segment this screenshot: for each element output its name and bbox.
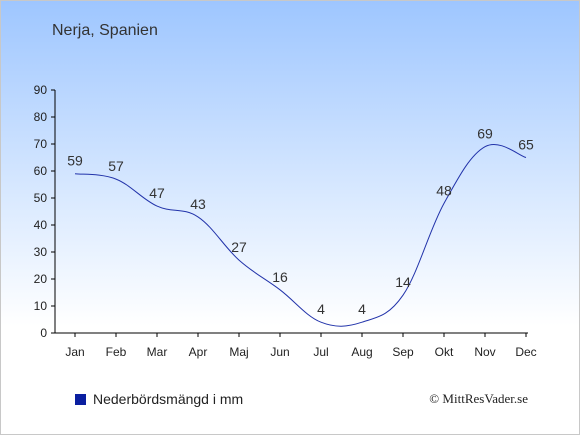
y-tick-label: 60 [34,164,48,178]
data-label: 47 [149,185,165,201]
data-label: 48 [436,182,452,198]
y-tick-label: 20 [34,272,48,286]
x-tick-label: Dec [515,345,536,359]
data-label: 4 [317,301,325,317]
y-tick-label: 30 [34,245,48,259]
x-tick-label: Okt [435,345,454,359]
data-label: 59 [67,153,83,169]
data-label: 4 [358,301,366,317]
x-tick-label: Aug [351,345,372,359]
y-tick-label: 0 [40,326,47,340]
data-label: 43 [190,196,206,212]
data-label: 57 [108,158,124,174]
x-tick-label: Jan [65,345,84,359]
data-label: 27 [231,239,247,255]
x-tick-label: Sep [392,345,414,359]
data-label: 16 [272,269,288,285]
copyright: © MittResVader.se [429,391,528,406]
x-tick-label: Maj [229,345,248,359]
series-line [74,144,527,327]
legend-swatch [75,393,86,405]
chart-title: Nerja, Spanien [52,22,158,39]
y-tick-label: 50 [34,191,48,205]
x-tick-label: Jul [313,345,328,359]
y-tick-label: 10 [34,299,48,313]
y-tick-label: 90 [34,83,48,97]
legend: Nederbördsmängd i mm [75,391,243,407]
y-tick-label: 40 [34,218,48,232]
legend-label: Nederbördsmängd i mm [93,391,244,407]
y-tick-label: 80 [34,110,48,124]
data-label: 69 [477,126,493,142]
y-tick-label: 70 [34,137,48,151]
data-label: 65 [518,137,534,153]
x-tick-label: Jun [270,345,289,359]
x-tick-label: Apr [189,345,208,359]
data-label: 14 [395,274,411,290]
x-tick-label: Mar [147,345,168,359]
x-tick-label: Nov [474,345,495,359]
x-tick-label: Feb [106,345,127,359]
